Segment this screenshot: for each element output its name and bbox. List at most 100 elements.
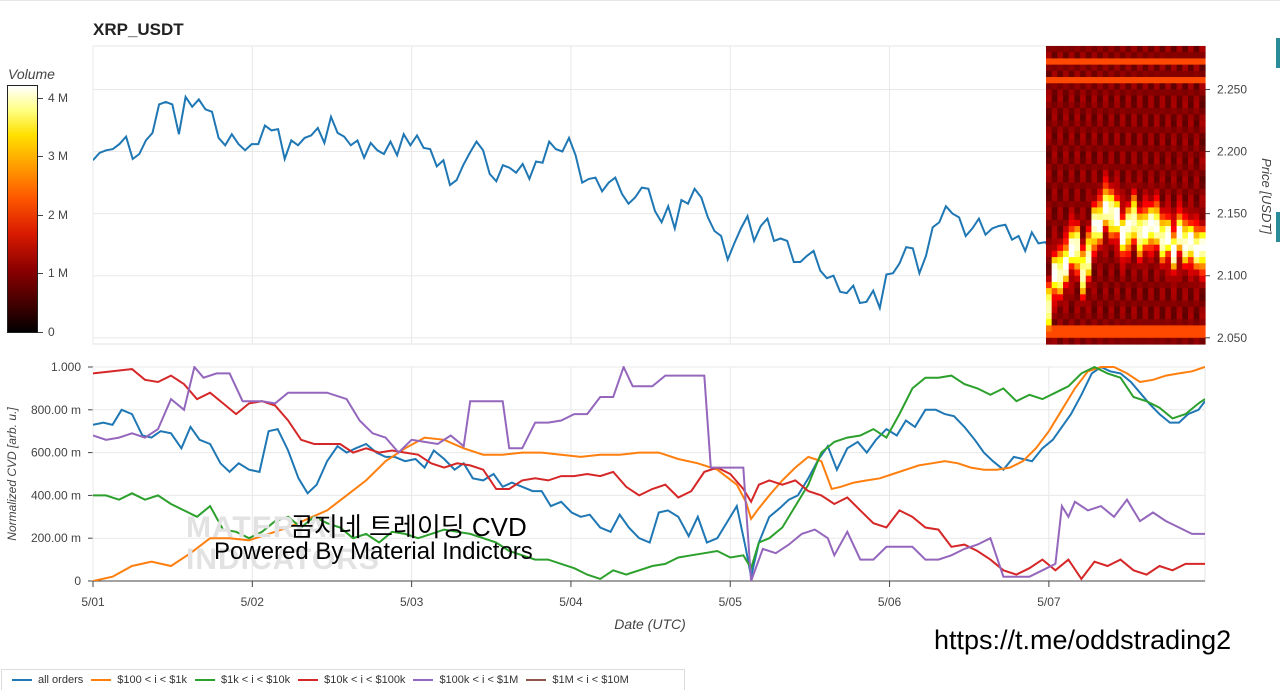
heatmap-cell (1165, 83, 1172, 91)
heatmap-cell (1131, 176, 1138, 184)
heatmap-cell (1159, 176, 1166, 184)
heatmap-cell (1193, 219, 1200, 227)
heatmap-cell (1148, 95, 1155, 103)
heatmap-cell (1170, 269, 1178, 277)
heatmap-cell (1119, 52, 1127, 60)
legend-item[interactable]: $100k < i < $1M (413, 674, 518, 686)
heatmap-cell (1114, 195, 1121, 202)
date-tick-label: 5/03 (400, 595, 424, 609)
heatmap-cell (1182, 195, 1189, 202)
heatmap-cell (1119, 263, 1127, 271)
heatmap-cell (1159, 275, 1166, 283)
heatmap-cell (1063, 238, 1070, 246)
heatmap-cell (1057, 145, 1064, 153)
heatmap-cell (1119, 281, 1127, 289)
heatmap-cell (1074, 64, 1081, 72)
heatmap-cell (1142, 89, 1149, 97)
heatmap-cell (1063, 170, 1070, 177)
heatmap-cell (1176, 101, 1183, 109)
legend-item[interactable]: $100 < i < $1k (91, 674, 187, 686)
heatmap-cell (1176, 306, 1183, 314)
heatmap-cell (1057, 176, 1064, 184)
legend-item[interactable]: $1M < i < $10M (526, 674, 629, 686)
heatmap-cell (1193, 300, 1200, 308)
heatmap-cell (1102, 163, 1110, 171)
heatmap-cell (1102, 319, 1110, 326)
heatmap-cell (1085, 288, 1093, 295)
heatmap-cell (1068, 275, 1075, 283)
heatmap-cell (1148, 213, 1155, 221)
heatmap-cell (1046, 257, 1053, 264)
heatmap-cell (1068, 325, 1075, 333)
telegram-link[interactable]: https://t.me/oddstrading2 (934, 625, 1232, 655)
heatmap-cell (1108, 207, 1115, 215)
heatmap-cell (1165, 163, 1172, 171)
heatmap-cell (1182, 269, 1189, 277)
heatmap-cell (1068, 145, 1075, 153)
legend-label: all orders (38, 674, 84, 686)
heatmap-cell (1199, 232, 1206, 240)
heatmap-cell (1187, 250, 1195, 258)
heatmap-cell (1051, 77, 1058, 84)
heatmap-cell (1046, 319, 1053, 326)
cvd-tick-label: 1.000 (51, 360, 81, 374)
heatmap-cell (1142, 306, 1149, 314)
heatmap-cell (1080, 269, 1087, 277)
heatmap-cell (1114, 213, 1121, 221)
heatmap-cell (1051, 145, 1058, 153)
heatmap-cell (1091, 182, 1098, 190)
heatmap-cell (1091, 151, 1098, 159)
heatmap-cell (1182, 163, 1189, 171)
heatmap-cell (1119, 145, 1127, 153)
heatmap-cell (1165, 201, 1172, 209)
heatmap-cell (1159, 250, 1166, 258)
cvd-y-axis-label: Normalized CVD [arb. u.] (5, 407, 19, 541)
heatmap-cell (1108, 52, 1115, 60)
heatmap-cell (1170, 46, 1178, 53)
heatmap-cell (1057, 151, 1064, 159)
heatmap-cell (1057, 58, 1064, 66)
heatmap-cell (1199, 331, 1206, 339)
heatmap-cell (1187, 226, 1195, 233)
heatmap-cell (1051, 288, 1058, 295)
heatmap-cell (1091, 306, 1098, 314)
heatmap-cell (1119, 139, 1127, 146)
heatmap-cell (1148, 176, 1155, 184)
heatmap-cell (1114, 157, 1121, 165)
heatmap-cell (1176, 132, 1183, 140)
heatmap-cell (1119, 300, 1127, 308)
legend-item[interactable]: $10k < i < $100k (298, 674, 405, 686)
heatmap-cell (1142, 120, 1149, 128)
heatmap-cell (1108, 64, 1115, 72)
heatmap-cell (1153, 52, 1161, 60)
date-tick-label: 5/05 (719, 595, 743, 609)
heatmap-cell (1125, 126, 1132, 134)
heatmap-cell (1182, 300, 1189, 308)
heatmap-cell (1068, 312, 1075, 320)
heatmap-cell (1063, 89, 1070, 97)
heatmap-cell (1165, 52, 1172, 60)
heatmap-cell (1063, 331, 1070, 339)
heatmap-cell (1085, 126, 1093, 134)
heatmap-cell (1131, 195, 1138, 202)
heatmap-cell (1051, 95, 1058, 103)
heatmap-cell (1063, 139, 1070, 146)
heatmap-cell (1114, 139, 1121, 146)
heatmap-cell (1063, 157, 1070, 165)
heatmap-cell (1176, 275, 1183, 283)
heatmap-cell (1063, 188, 1070, 196)
heatmap-cell (1187, 263, 1195, 271)
heatmap-cell (1182, 139, 1189, 146)
heatmap-cell (1074, 337, 1081, 345)
legend-item[interactable]: all orders (12, 674, 83, 686)
heatmap-cell (1131, 157, 1138, 165)
heatmap-cell (1193, 126, 1200, 134)
heatmap-cell (1108, 89, 1115, 97)
heatmap-cell (1051, 64, 1058, 72)
heatmap-cell (1176, 331, 1183, 339)
heatmap-cell (1142, 46, 1149, 53)
heatmap-cell (1125, 64, 1132, 72)
heatmap-cell (1170, 101, 1178, 109)
heatmap-cell (1136, 226, 1144, 233)
legend-item[interactable]: $1k < i < $10k (194, 674, 290, 686)
